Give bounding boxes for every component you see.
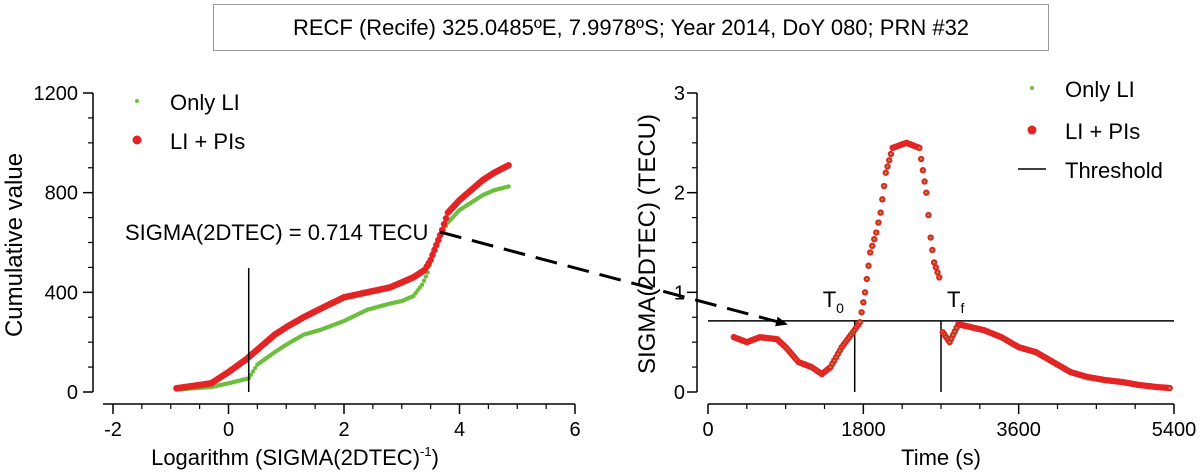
- right-point-only-li: [877, 221, 880, 224]
- right-x-tick-label: 5400: [1152, 419, 1197, 441]
- right-y-tick-label: 0: [674, 382, 685, 404]
- right-point-only-li: [932, 261, 936, 264]
- right-y-axis-label: SIGMA(2DTEC) (TECU): [634, 114, 661, 374]
- right-point-only-li: [858, 321, 861, 324]
- right-x-tick-label: 0: [702, 419, 713, 441]
- right-ticks: 0 1800 3600 5400 0 1 2 3: [674, 83, 1196, 441]
- left-point-li-pis: [431, 246, 438, 254]
- left-points: [173, 161, 512, 392]
- t0-label: T0: [823, 287, 844, 316]
- right-point-only-li: [889, 152, 893, 156]
- right-point-only-li: [934, 266, 937, 269]
- right-point-only-li: [951, 333, 955, 337]
- left-x-tick-label: 2: [338, 419, 349, 441]
- right-x-axis-label: Time (s): [901, 445, 981, 470]
- left-legend-li-pis-marker: [132, 135, 142, 145]
- right-point-only-li: [886, 165, 889, 168]
- left-point-li-pis: [433, 241, 440, 249]
- right-y-tick-label: 1: [674, 282, 685, 304]
- left-x-tick-label: 4: [454, 419, 465, 441]
- left-annotation: SIGMA(2DTEC) = 0.714 TECU: [125, 220, 428, 245]
- right-point-only-li: [931, 248, 934, 252]
- right-legend-li-pis-marker: [1027, 125, 1037, 135]
- right-point-only-li: [938, 276, 941, 279]
- left-x-axis-label: Logarithm (SIGMA(2DTEC)-1): [151, 444, 439, 470]
- right-point-only-li: [923, 180, 926, 183]
- right-point-only-li: [867, 264, 870, 267]
- right-y-tick-label: 3: [674, 83, 685, 105]
- right-point-only-li: [950, 337, 953, 340]
- left-point-only-li: [250, 369, 256, 374]
- left-point-only-li: [421, 278, 427, 283]
- left-chart: -2 0 2 4 6 0 400 800 1200 Cumulative value Logar…: [1, 83, 581, 470]
- right-legend-only-li-marker: [1030, 86, 1034, 90]
- right-point-only-li: [925, 191, 928, 194]
- left-point-only-li: [419, 282, 425, 288]
- left-point-li-pis: [429, 251, 436, 259]
- right-point-only-li: [955, 326, 958, 329]
- right-legend-only-li-label: Only LI: [1065, 77, 1135, 102]
- right-point-only-li: [875, 231, 878, 234]
- right-point-only-li: [871, 244, 874, 247]
- right-chart: 0 1800 3600 5400 0 1 2 3 T0 Tf SIGMA(2DTEC) (TE…: [634, 77, 1196, 470]
- right-y-tick-label: 2: [674, 183, 685, 205]
- left-ticks: -2 0 2 4 6 0 400 800 1200: [34, 83, 581, 441]
- right-point-only-li: [918, 146, 921, 149]
- right-legend-li-pis-label: LI + PIs: [1065, 119, 1140, 144]
- right-legend: Only LI LI + PIs Threshold: [1018, 77, 1163, 183]
- left-point-li-pis: [440, 220, 448, 228]
- right-point-only-li: [888, 159, 891, 162]
- left-point-only-li: [248, 372, 254, 378]
- right-point-only-li: [948, 341, 951, 344]
- right-x-tick-label: 3600: [996, 419, 1041, 441]
- left-point-li-pis: [442, 215, 450, 222]
- left-y-tick-label: 0: [67, 382, 78, 404]
- left-x-tick-label: 6: [569, 419, 580, 441]
- connector-arrow: [439, 230, 788, 327]
- left-legend: Only LI LI + PIs: [132, 90, 245, 154]
- right-point-only-li: [936, 271, 939, 274]
- left-legend-only-li-marker: [135, 99, 139, 103]
- left-point-only-li: [423, 274, 429, 279]
- left-point-li-pis: [505, 161, 512, 169]
- left-y-axis-label: Cumulative value: [1, 153, 28, 337]
- right-point-only-li: [882, 184, 886, 188]
- figure-title: RECF (Recife) 325.0485ºE, 7.9978ºS; Year…: [213, 4, 1049, 51]
- right-points: [730, 139, 1173, 392]
- tf-label: Tf: [947, 287, 964, 316]
- right-point-only-li: [873, 238, 876, 241]
- left-point-li-pis: [427, 256, 434, 264]
- right-point-only-li: [1168, 386, 1171, 390]
- right-point-only-li: [921, 169, 924, 172]
- left-point-only-li: [506, 184, 511, 189]
- left-legend-li-pis-label: LI + PIs: [170, 129, 245, 154]
- left-y-tick-label: 800: [45, 183, 78, 205]
- left-point-only-li: [253, 365, 258, 371]
- right-point-only-li: [920, 157, 923, 161]
- right-point-only-li: [927, 213, 930, 217]
- right-point-only-li: [881, 198, 884, 201]
- right-point-only-li: [863, 291, 867, 294]
- left-x-tick-label: 0: [223, 419, 234, 441]
- right-point-only-li: [869, 251, 872, 254]
- left-point-li-pis: [435, 236, 442, 244]
- left-y-tick-label: 400: [45, 282, 78, 304]
- right-point-only-li: [860, 311, 863, 314]
- right-point-only-li: [865, 277, 868, 281]
- left-y-tick-label: 1200: [34, 83, 79, 105]
- right-point-only-li: [862, 301, 865, 304]
- right-point-only-li: [879, 211, 882, 214]
- right-point-only-li: [929, 236, 932, 239]
- left-legend-only-li-label: Only LI: [170, 90, 240, 115]
- right-point-only-li: [884, 171, 887, 174]
- figure-title-text: RECF (Recife) 325.0485ºE, 7.9978ºS; Year…: [292, 14, 970, 40]
- right-x-tick-label: 1800: [841, 419, 886, 441]
- right-point-only-li: [953, 330, 956, 333]
- right-legend-threshold-label: Threshold: [1065, 158, 1163, 183]
- left-x-tick-label: -2: [104, 419, 122, 441]
